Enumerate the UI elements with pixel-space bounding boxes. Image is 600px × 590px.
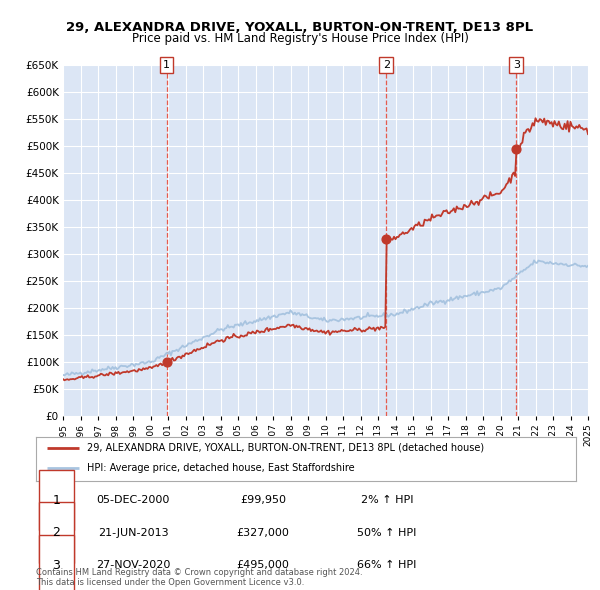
Text: Price paid vs. HM Land Registry's House Price Index (HPI): Price paid vs. HM Land Registry's House … — [131, 32, 469, 45]
Text: 3: 3 — [52, 559, 60, 572]
Text: 29, ALEXANDRA DRIVE, YOXALL, BURTON-ON-TRENT, DE13 8PL: 29, ALEXANDRA DRIVE, YOXALL, BURTON-ON-T… — [67, 21, 533, 34]
Text: 27-NOV-2020: 27-NOV-2020 — [96, 560, 170, 571]
Point — [382, 235, 391, 244]
Text: 2% ↑ HPI: 2% ↑ HPI — [361, 495, 413, 505]
Text: HPI: Average price, detached house, East Staffordshire: HPI: Average price, detached house, East… — [88, 464, 355, 473]
Bar — [39, 503, 74, 563]
Text: 29, ALEXANDRA DRIVE, YOXALL, BURTON-ON-TRENT, DE13 8PL (detached house): 29, ALEXANDRA DRIVE, YOXALL, BURTON-ON-T… — [88, 442, 484, 453]
Point — [511, 144, 521, 153]
Bar — [39, 470, 74, 530]
Point — [162, 358, 172, 367]
Bar — [39, 535, 74, 590]
Text: 2: 2 — [52, 526, 60, 539]
Text: 1: 1 — [52, 494, 60, 507]
Text: £327,000: £327,000 — [236, 528, 289, 537]
Text: 50% ↑ HPI: 50% ↑ HPI — [358, 528, 416, 537]
Text: 21-JUN-2013: 21-JUN-2013 — [98, 528, 169, 537]
Text: 2: 2 — [383, 60, 390, 70]
Text: 66% ↑ HPI: 66% ↑ HPI — [358, 560, 416, 571]
Text: £495,000: £495,000 — [236, 560, 289, 571]
Text: 3: 3 — [513, 60, 520, 70]
Text: 05-DEC-2000: 05-DEC-2000 — [97, 495, 170, 505]
Text: 1: 1 — [163, 60, 170, 70]
Text: £99,950: £99,950 — [240, 495, 286, 505]
Text: Contains HM Land Registry data © Crown copyright and database right 2024.
This d: Contains HM Land Registry data © Crown c… — [36, 568, 362, 587]
